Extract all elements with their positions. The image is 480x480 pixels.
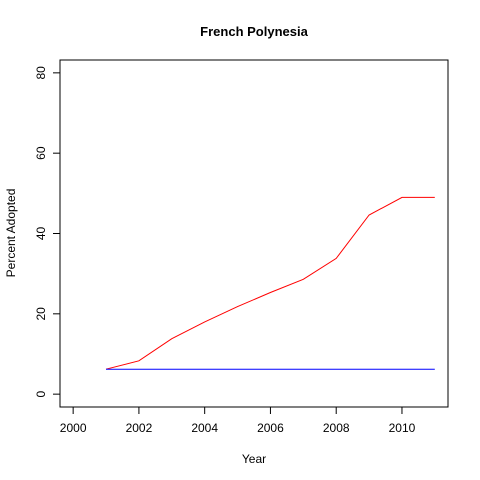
plot-frame [59,59,449,408]
y-tick-label: 0 [34,390,48,397]
series-line-1 [105,196,435,370]
x-axis-label: Year [242,452,266,466]
x-tick-label: 2002 [126,421,153,435]
series-layer [105,196,435,370]
x-tick-label: 2010 [389,421,416,435]
x-tick-label: 2006 [257,421,284,435]
chart-title: French Polynesia [200,24,308,39]
y-axis-label: Percent Adopted [4,189,18,278]
x-tick-label: 2008 [323,421,350,435]
x-axis: 2000 2002 2004 2006 2008 2010 [60,406,416,435]
y-axis: 0 20 40 60 80 [34,66,61,397]
y-tick-label: 60 [34,146,48,160]
y-tick-label: 40 [34,227,48,241]
y-tick-label: 80 [34,66,48,80]
y-tick-label: 20 [34,307,48,321]
x-tick-label: 2000 [60,421,87,435]
x-tick-label: 2004 [191,421,218,435]
